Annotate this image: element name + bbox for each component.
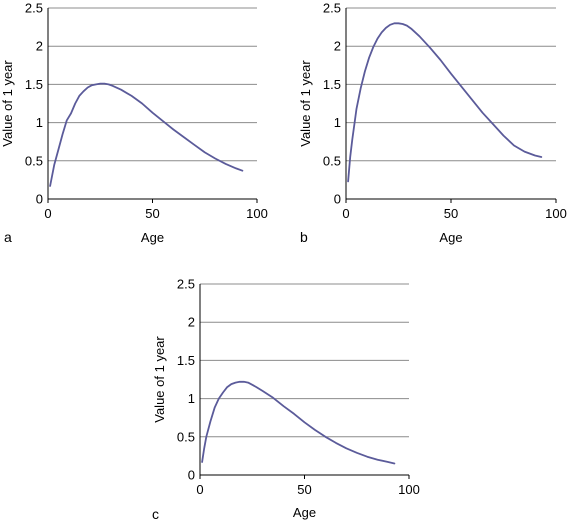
- x-tick-label: 100: [545, 206, 567, 221]
- chart-panel-a: 0 0.5 1 1.5 2 2.5 0 50 100 Age Value of 1 year a: [0, 1, 268, 246]
- panel-label: a: [4, 229, 12, 245]
- y-tick-label: 0: [36, 192, 43, 207]
- y-tick-label: 2.5: [323, 1, 341, 16]
- x-tick-label: 50: [297, 482, 311, 497]
- panel-label: b: [300, 229, 308, 245]
- panel-label: c: [152, 506, 159, 520]
- series-line: [201, 380, 396, 465]
- series-line: [49, 82, 244, 187]
- y-tick-label: 0.5: [323, 153, 341, 168]
- x-axis-title: Age: [439, 230, 462, 245]
- y-tick-label: 0.5: [25, 153, 43, 168]
- x-tick-label: 0: [196, 482, 203, 497]
- x-tick-label: 100: [246, 206, 268, 221]
- y-tick-label: 0: [334, 192, 341, 207]
- y-tick-label: 0: [188, 468, 195, 483]
- y-tick-label: 1: [188, 391, 195, 406]
- x-axis-title: Age: [141, 230, 164, 245]
- y-tick-label: 1.5: [177, 353, 195, 368]
- x-tick-label: 50: [444, 206, 458, 221]
- y-tick-label: 1: [334, 115, 341, 130]
- x-tick-label: 50: [145, 206, 159, 221]
- y-tick-label: 0.5: [177, 429, 195, 444]
- y-tick-label: 2.5: [25, 1, 43, 16]
- y-tick-label: 2: [36, 39, 43, 54]
- y-axis-title: Value of 1 year: [298, 60, 313, 147]
- x-axis-title: Age: [293, 505, 316, 520]
- y-tick-label: 2: [188, 315, 195, 330]
- y-tick-label: 1.5: [323, 77, 341, 92]
- series-line: [347, 22, 543, 183]
- x-tick-label: 0: [44, 206, 51, 221]
- y-axis-title: Value of 1 year: [0, 60, 15, 147]
- y-axis-title: Value of 1 year: [152, 336, 167, 423]
- y-tick-label: 2.5: [177, 277, 195, 292]
- x-tick-label: 100: [398, 482, 420, 497]
- chart-panel-b: 0 0.5 1 1.5 2 2.5 0 50 100 Age Value of 1 year b: [298, 1, 567, 246]
- y-tick-label: 1: [36, 115, 43, 130]
- x-tick-label: 0: [342, 206, 349, 221]
- y-tick-label: 1.5: [25, 77, 43, 92]
- chart-panel-c: 0 0.5 1 1.5 2 2.5 0 50 100 Age Value of 1 year c: [152, 277, 420, 520]
- y-tick-label: 2: [334, 39, 341, 54]
